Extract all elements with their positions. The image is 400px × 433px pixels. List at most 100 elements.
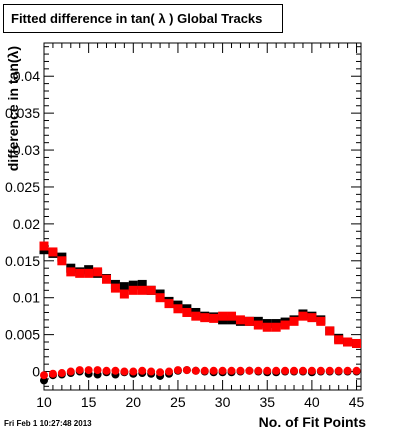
data-point-square <box>173 304 183 314</box>
data-point-square <box>352 338 362 348</box>
data-point-square <box>93 267 103 277</box>
axis-tick-labels: 10 15 20 25 30 35 40 45 0 0.005 0.01 0.015 0.02 0.025… <box>5 68 365 410</box>
data-point-square <box>110 283 120 293</box>
data-point-circle <box>191 366 200 375</box>
data-point-square <box>325 326 335 336</box>
data-point-circle <box>182 366 191 375</box>
x-tick-label: 15 <box>81 394 97 410</box>
data-point-circle <box>120 367 129 376</box>
data-point-circle <box>147 367 156 376</box>
data-point-circle <box>227 366 236 375</box>
data-point-circle <box>93 366 102 375</box>
data-point-circle <box>48 369 57 378</box>
data-point-circle <box>272 366 281 375</box>
data-point-circle <box>138 366 147 375</box>
data-point-square <box>128 280 138 290</box>
data-point-circle <box>102 366 111 375</box>
data-point-circle <box>263 366 272 375</box>
data-point-square <box>75 268 85 278</box>
y-tick-label: 0.02 <box>13 216 40 232</box>
x-tick-label: 40 <box>304 394 320 410</box>
data-point-circle <box>325 366 334 375</box>
data-point-square <box>334 335 344 345</box>
data-point-circle <box>156 368 165 377</box>
data-point-circle <box>343 366 352 375</box>
data-point-circle <box>245 366 254 375</box>
data-point-square <box>57 256 67 266</box>
data-point-circle <box>75 366 84 375</box>
plot-frame <box>43 42 362 391</box>
data-point-circle <box>66 367 75 376</box>
data-point-circle <box>290 366 299 375</box>
data-point-circle <box>316 366 325 375</box>
data-point-square <box>39 241 49 251</box>
y-tick-label: 0.005 <box>5 327 40 343</box>
data-point-square <box>137 285 147 295</box>
data-point-square <box>271 322 281 332</box>
y-tick-label: 0.01 <box>13 290 40 306</box>
data-point-circle <box>281 366 290 375</box>
data-point-square <box>307 313 317 323</box>
data-point-square <box>128 285 138 295</box>
data-point-square <box>119 282 129 292</box>
data-point-square <box>182 307 192 317</box>
x-tick-label: 45 <box>349 394 365 410</box>
data-point-circle <box>218 366 227 375</box>
data-point-circle <box>236 366 245 375</box>
data-point-circle <box>334 366 343 375</box>
data-point-circle <box>307 366 316 375</box>
data-point-square <box>119 289 129 299</box>
x-tick-label: 20 <box>126 394 142 410</box>
data-point-square <box>316 316 326 326</box>
data-point-circle <box>254 366 263 375</box>
x-tick-label: 30 <box>215 394 231 410</box>
data-point-square <box>298 311 308 321</box>
data-point-square <box>218 311 228 321</box>
data-point-square <box>289 316 299 326</box>
data-point-square <box>280 320 290 330</box>
x-tick-label: 10 <box>36 394 52 410</box>
data-point-square <box>137 279 147 289</box>
data-point-circle <box>57 369 66 378</box>
x-tick-label: 35 <box>259 394 275 410</box>
data-point-circle <box>165 367 174 376</box>
timestamp-footer: Fri Feb 1 10:27:48 2013 <box>4 419 92 428</box>
y-tick-label: 0.03 <box>13 142 40 158</box>
chart-title-box: Fitted difference in tan( λ ) Global Tra… <box>3 4 283 33</box>
data-point-circle <box>352 366 361 375</box>
data-point-square <box>235 315 245 325</box>
y-axis-label: difference in tan(λ) <box>5 46 21 171</box>
data-point-square <box>146 285 156 295</box>
data-point-square <box>102 274 112 284</box>
data-point-circle <box>173 366 182 375</box>
data-point-circle <box>111 366 120 375</box>
data-point-square <box>66 267 76 277</box>
data-point-square <box>343 337 353 347</box>
data-point-circle <box>298 366 307 375</box>
y-tick-label: 0.015 <box>5 253 40 269</box>
data-point-square <box>164 299 174 309</box>
x-axis-label: No. of Fit Points <box>259 414 367 430</box>
data-point-square <box>244 316 254 326</box>
data-point-square <box>227 311 237 321</box>
y-tick-label: 0.04 <box>13 68 40 84</box>
data-point-circle <box>209 366 218 375</box>
data-point-square <box>200 313 210 323</box>
data-point-square <box>84 268 94 278</box>
chart-title: Fitted difference in tan( λ ) Global Tra… <box>11 11 263 26</box>
data-markers <box>39 241 362 385</box>
data-point-square <box>253 320 263 330</box>
data-point-circle <box>84 366 93 375</box>
data-point-square <box>155 293 165 303</box>
data-point-square <box>48 247 58 257</box>
data-point-circle <box>40 371 48 380</box>
x-tick-label: 25 <box>170 394 186 410</box>
data-point-square <box>191 311 201 321</box>
data-point-square <box>262 322 272 332</box>
y-tick-label: 0.025 <box>5 179 40 195</box>
data-point-circle <box>200 366 209 375</box>
data-point-circle <box>129 367 138 376</box>
y-tick-label: 0.035 <box>5 105 40 121</box>
data-point-square <box>209 313 219 323</box>
